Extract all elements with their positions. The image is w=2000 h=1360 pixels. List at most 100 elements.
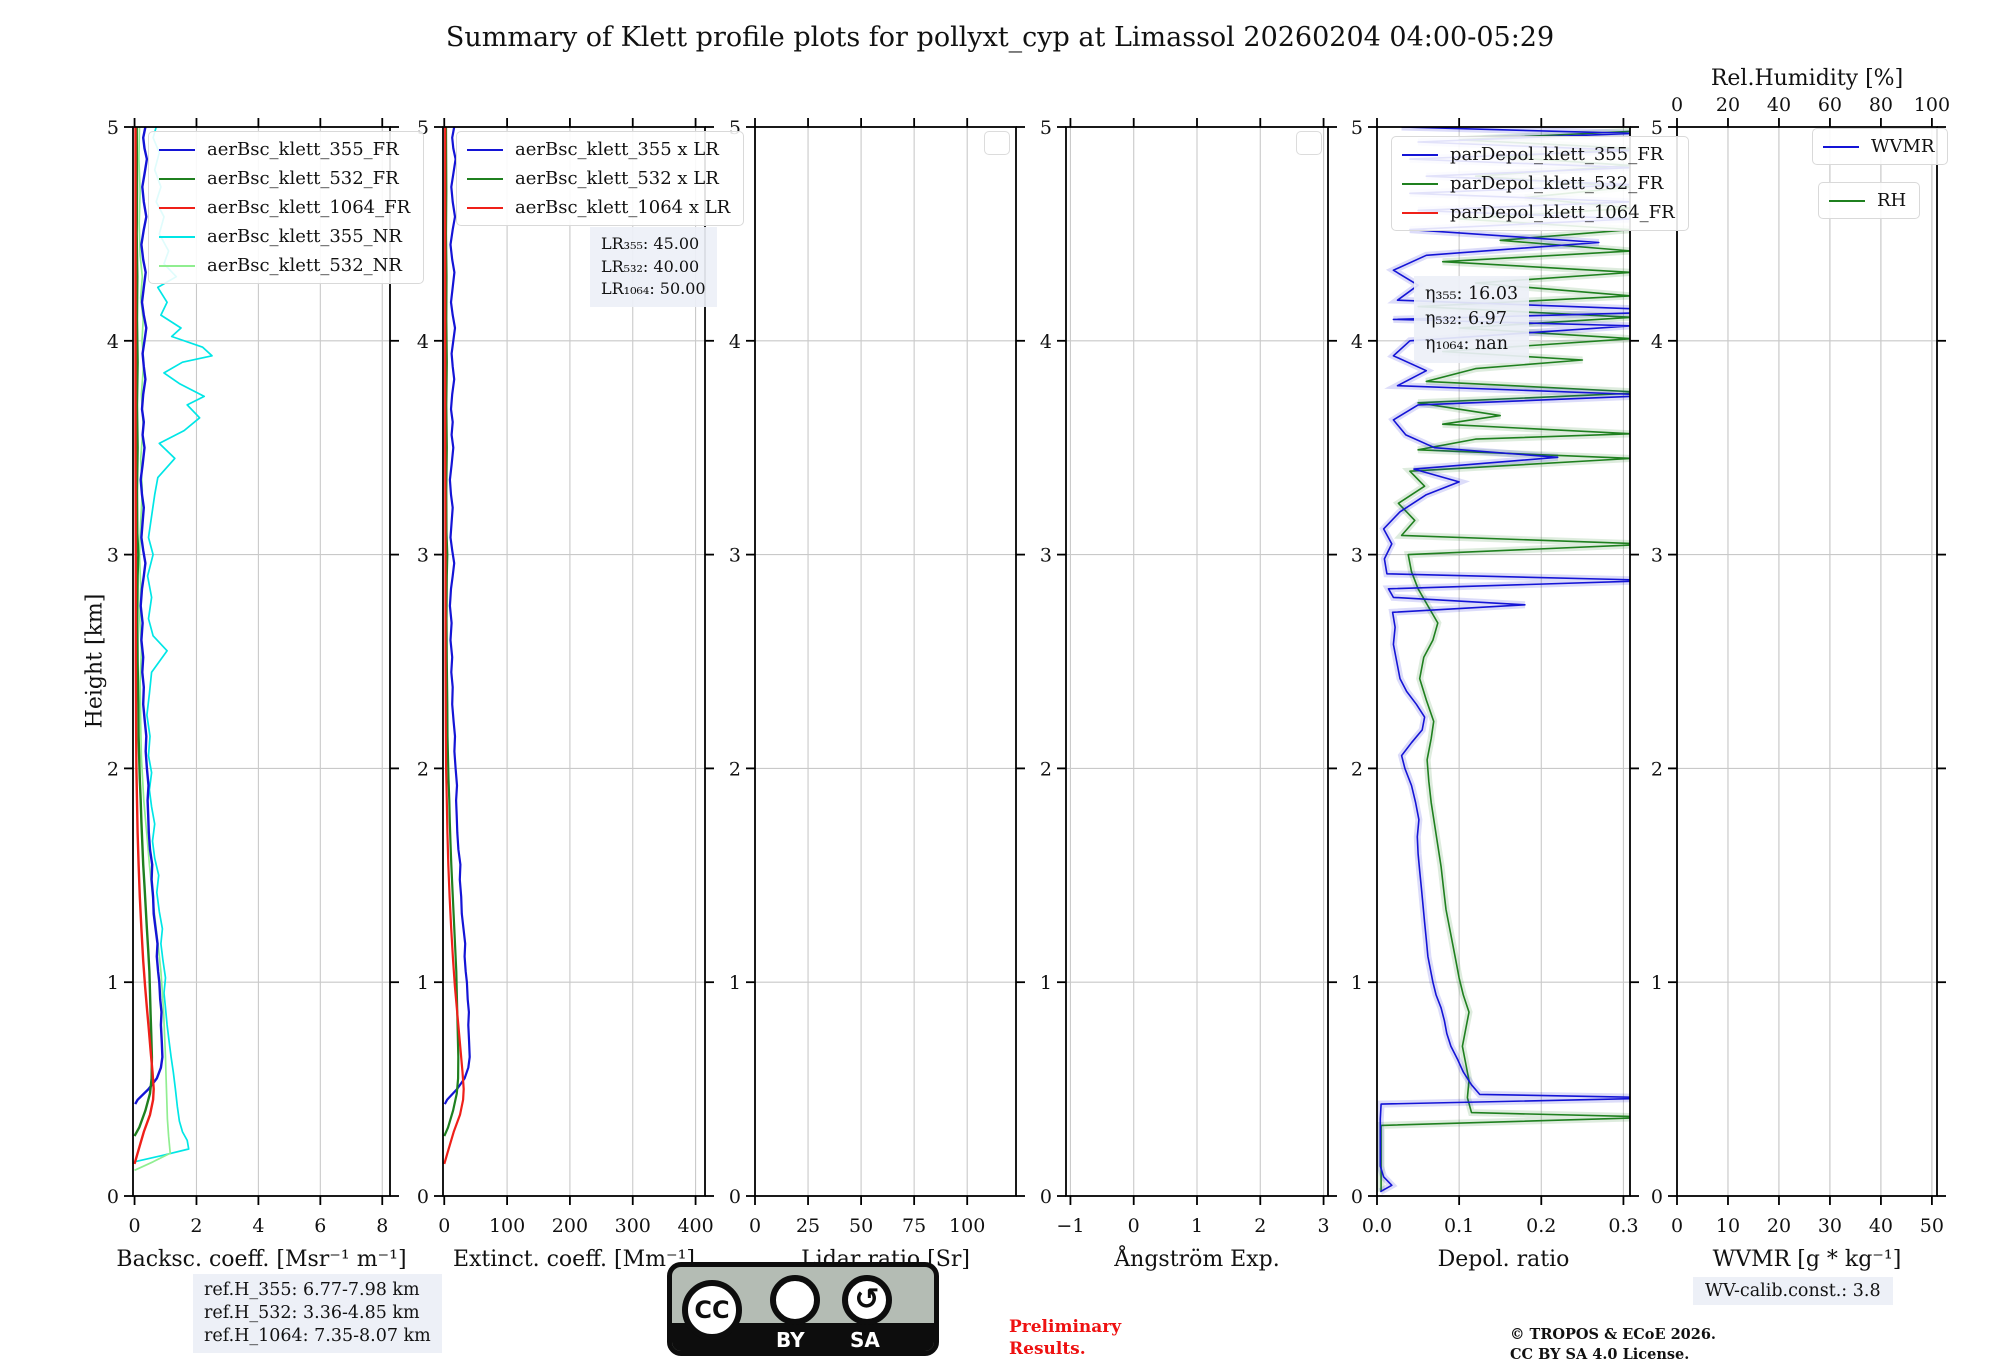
x-tick-label: 0 bbox=[438, 1215, 450, 1237]
legend-line-sample bbox=[159, 148, 195, 151]
series-line-aerBsc_klett_532_FR bbox=[133, 127, 154, 1137]
legend-line-sample bbox=[1402, 211, 1438, 214]
y-tick-label: 3 bbox=[417, 545, 429, 567]
y-tick-label: 2 bbox=[729, 758, 741, 780]
legend-line-sample bbox=[1402, 153, 1438, 156]
annotation-line: LR₃₅₅: 45.00 bbox=[601, 234, 700, 253]
copyright-credit: © TROPOS & ECoE 2026. CC BY SA 4.0 Licen… bbox=[1510, 1325, 1716, 1360]
legend-line-sample bbox=[467, 148, 503, 151]
plot-depol-ratio: 0.0 0.1 0.2 0.3 0 1 2 3 4 5 Depol. ratio bbox=[1351, 117, 1639, 1272]
top-x-tick-label: 40 bbox=[1767, 94, 1791, 116]
y-tick-label: 3 bbox=[1651, 545, 1663, 567]
x-tick-label: 300 bbox=[615, 1215, 651, 1237]
x-tick-label: 30 bbox=[1818, 1215, 1842, 1237]
annotation-line: LR₁₀₆₄: 50.00 bbox=[601, 279, 706, 299]
legend-line-sample bbox=[159, 177, 195, 180]
y-tick-label: 1 bbox=[729, 972, 741, 994]
reference-height-box: ref.H_355: 6.77-7.98 km ref.H_532: 3.36-… bbox=[193, 1274, 442, 1354]
legend-line-sample bbox=[1402, 182, 1438, 185]
annotation-box-extinction: LR₃₅₅: 45.00 LR₅₃₂: 40.00 LR₁₀₆₄: 50.00 bbox=[590, 227, 717, 308]
plot-frame bbox=[442, 126, 706, 1197]
legend-line-sample bbox=[159, 206, 195, 209]
top-axis-label: Rel.Humidity [%] bbox=[1711, 66, 1903, 91]
x-tick-label: 0.3 bbox=[1608, 1215, 1638, 1237]
legend-label: aerBsc_klett_532_NR bbox=[207, 255, 402, 276]
top-x-tick-label: 100 bbox=[1914, 94, 1950, 116]
legend-entry-aerBsc_klett_532_FR: aerBsc_klett_532_FR bbox=[159, 168, 410, 189]
legend-label: aerBsc_klett_355 x LR bbox=[515, 139, 719, 160]
y-tick-label: 0 bbox=[417, 1186, 429, 1208]
legend-entry-aerBsc_klett_532_NR: aerBsc_klett_532_NR bbox=[159, 255, 410, 276]
series-group bbox=[443, 127, 471, 1165]
y-tick-label: 1 bbox=[1040, 972, 1052, 994]
legend-extinction: aerBsc_klett_355 x LR aerBsc_klett_532 x … bbox=[456, 131, 745, 226]
x-tick-label: 400 bbox=[677, 1215, 713, 1237]
y-tick-label: 0 bbox=[107, 1186, 119, 1208]
annotation-line: LR₅₃₂: 40.00 bbox=[601, 256, 700, 276]
x-tick-label: 0.0 bbox=[1362, 1215, 1392, 1237]
y-tick-label: 2 bbox=[417, 758, 429, 780]
x-tick-label: 100 bbox=[949, 1215, 985, 1237]
y-tick-label: 5 bbox=[107, 117, 119, 139]
y-tick-label: 0 bbox=[1040, 1186, 1052, 1208]
annotation-line: η₃₅₅: 16.03 bbox=[1425, 284, 1519, 304]
top-x-tick-label: 80 bbox=[1869, 94, 1893, 116]
x-tick-label: 2 bbox=[1254, 1215, 1266, 1237]
series-group bbox=[1377, 127, 1630, 1195]
legend-entry-aerBsc_klett_355 x LR: aerBsc_klett_355 x LR bbox=[467, 139, 730, 160]
y-tick-label: 2 bbox=[1351, 758, 1363, 780]
y-tick-label: 4 bbox=[107, 331, 119, 353]
x-tick-label: 50 bbox=[1920, 1215, 1944, 1237]
legend-label: aerBsc_klett_532_FR bbox=[207, 168, 399, 189]
legend-label: aerBsc_klett_355_FR bbox=[207, 139, 399, 160]
preliminary-line-1: Preliminary bbox=[1009, 1317, 1122, 1337]
x-tick-label: 6 bbox=[314, 1215, 326, 1237]
y-tick-label: 4 bbox=[1351, 331, 1363, 353]
x-axis-label-angstroem: Ångström Exp. bbox=[1113, 1244, 1279, 1272]
annotation-line: η₁₀₆₄: nan bbox=[1425, 333, 1508, 354]
x-tick-label: 4 bbox=[252, 1215, 264, 1237]
x-tick-label: 40 bbox=[1869, 1215, 1893, 1237]
plot-frame bbox=[754, 126, 1017, 1197]
y-tick-label: 4 bbox=[1651, 331, 1663, 353]
legend-entry-aerBsc_klett_1064 x LR: aerBsc_klett_1064 x LR bbox=[467, 197, 730, 218]
legend-depol-ratio: parDepol_klett_355_FR parDepol_klett_532_… bbox=[1391, 136, 1689, 231]
credit-line-1: © TROPOS & ECoE 2026. bbox=[1510, 1326, 1716, 1343]
annotation-box-depol-ratio: η₃₅₅: 16.03 η₅₃₂: 6.97 η₁₀₆₄: nan bbox=[1414, 276, 1530, 363]
preliminary-line-2: Results. bbox=[1009, 1339, 1086, 1360]
legend-label: aerBsc_klett_1064 x LR bbox=[515, 197, 731, 218]
y-tick-label: 5 bbox=[1040, 117, 1052, 139]
y-tick-label: 5 bbox=[1351, 117, 1363, 139]
y-tick-label: 3 bbox=[107, 545, 119, 567]
legend-entry-parDepol_klett_532_FR: parDepol_klett_532_FR bbox=[1402, 173, 1675, 194]
x-tick-label: 100 bbox=[489, 1215, 525, 1237]
series-line-aerBsc_klett_355 x LR bbox=[443, 127, 471, 1105]
x-tick-label: 25 bbox=[796, 1215, 820, 1237]
legend-line-sample bbox=[159, 235, 195, 238]
wv-calibration-box: WV-calib.const.: 3.8 bbox=[1693, 1277, 1893, 1305]
top-x-tick-label: 60 bbox=[1818, 94, 1842, 116]
cc-by-label: BY bbox=[776, 1328, 805, 1352]
y-tick-label: 5 bbox=[1651, 117, 1663, 139]
x-tick-label: 10 bbox=[1716, 1215, 1740, 1237]
x-tick-label: 0 bbox=[129, 1215, 141, 1237]
x-tick-label: 8 bbox=[376, 1215, 388, 1237]
plot-frame bbox=[132, 126, 391, 1197]
ref-h-355: ref.H_355: 6.77-7.98 km bbox=[204, 1280, 420, 1300]
series-line-aerBsc_klett_355_NR bbox=[134, 127, 213, 1163]
x-tick-label: 3 bbox=[1318, 1215, 1330, 1237]
y-tick-label: 1 bbox=[107, 972, 119, 994]
legend-line-sample bbox=[467, 177, 503, 180]
y-tick-label: 2 bbox=[1651, 758, 1663, 780]
empty-legend-box-lidar-ratio bbox=[984, 131, 1010, 155]
ref-h-532: ref.H_532: 3.36-4.85 km bbox=[204, 1303, 420, 1324]
y-tick-label: 4 bbox=[417, 331, 429, 353]
x-tick-label: 0.2 bbox=[1526, 1215, 1556, 1237]
y-tick-label: 4 bbox=[729, 331, 741, 353]
plot-frame bbox=[1676, 126, 1938, 1197]
y-tick-label: 3 bbox=[1040, 545, 1052, 567]
y-tick-label: 3 bbox=[729, 545, 741, 567]
